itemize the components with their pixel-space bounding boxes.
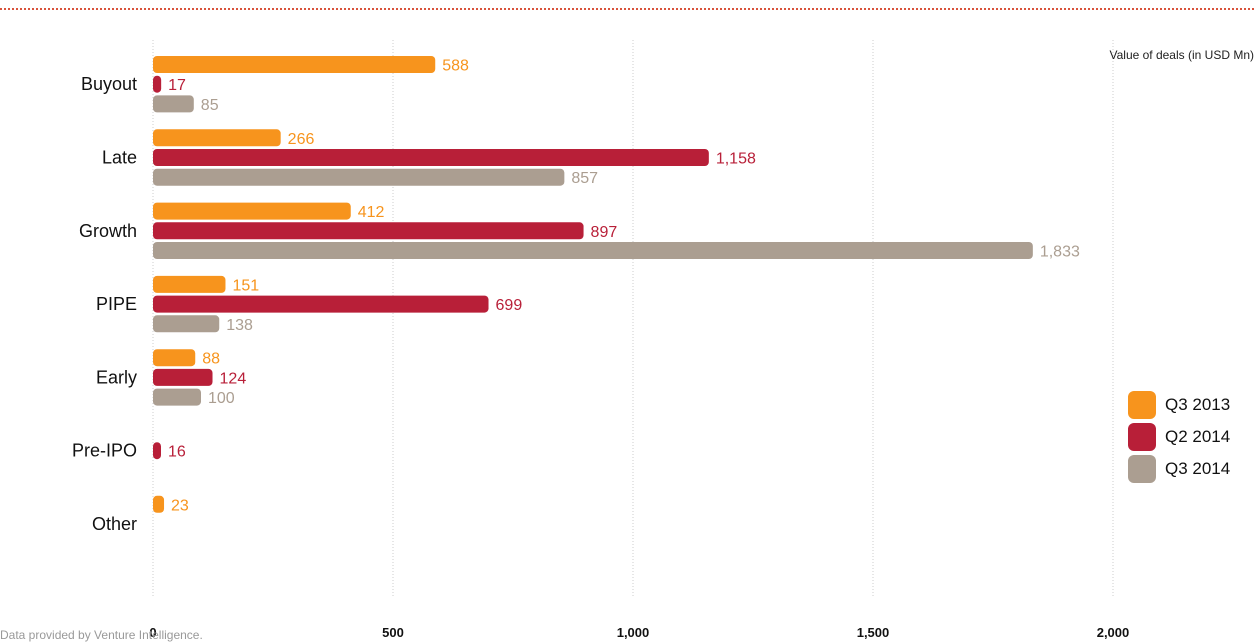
bar xyxy=(153,442,161,460)
bar xyxy=(153,275,226,293)
bar xyxy=(153,149,709,166)
axis-unit-label: Value of deals (in USD Mn) xyxy=(1109,48,1254,62)
category-label: Late xyxy=(102,148,137,168)
data-label: 1,158 xyxy=(716,151,756,168)
x-tick-label: 0 xyxy=(149,625,156,640)
data-label: 23 xyxy=(171,497,189,514)
bar xyxy=(153,315,220,333)
legend-item-q2-2014: Q2 2014 xyxy=(1128,423,1230,451)
category-label: Growth xyxy=(79,221,137,241)
data-label: 699 xyxy=(496,297,523,314)
bar xyxy=(153,75,162,93)
legend-label-q3-2013: Q3 2013 xyxy=(1165,395,1231,414)
bar xyxy=(153,349,196,367)
bar xyxy=(153,56,436,73)
category-label: Buyout xyxy=(81,74,137,94)
data-label: 151 xyxy=(232,277,259,294)
bar xyxy=(153,388,201,406)
legend-swatch-q3-2013 xyxy=(1128,391,1156,419)
data-label: 138 xyxy=(226,317,253,334)
bar xyxy=(153,95,194,113)
top-dotted-rule xyxy=(0,8,1254,10)
data-label: 897 xyxy=(591,224,618,241)
x-tick-label: 1,500 xyxy=(857,625,890,640)
bar xyxy=(153,495,165,513)
data-label: 124 xyxy=(220,370,247,387)
data-label: 17 xyxy=(168,77,186,94)
chart-legend: Q3 2013 Q2 2014 Q3 2014 xyxy=(1128,391,1230,487)
legend-label-q3-2014: Q3 2014 xyxy=(1165,459,1231,478)
legend-item-q3-2014: Q3 2014 xyxy=(1128,455,1230,483)
bar xyxy=(153,202,351,220)
category-label: Pre-IPO xyxy=(72,441,137,461)
bar xyxy=(153,222,584,240)
category-label: PIPE xyxy=(96,294,137,314)
x-tick-label: 2,000 xyxy=(1097,625,1130,640)
bar xyxy=(153,295,489,313)
data-label: 100 xyxy=(208,390,235,407)
x-tick-label: 500 xyxy=(382,625,404,640)
legend-swatch-q3-2014 xyxy=(1128,455,1156,483)
data-label: 1,833 xyxy=(1040,244,1080,261)
bar xyxy=(153,368,213,386)
data-label: 16 xyxy=(168,444,186,461)
bar xyxy=(153,242,1033,259)
bar xyxy=(153,129,281,147)
category-label: Other xyxy=(92,514,137,534)
x-tick-label: 1,000 xyxy=(617,625,650,640)
data-label: 266 xyxy=(288,131,315,148)
data-label: 588 xyxy=(442,58,469,75)
data-label: 412 xyxy=(358,204,385,221)
bar xyxy=(153,168,565,186)
data-label: 85 xyxy=(201,97,219,114)
data-label: 857 xyxy=(571,170,598,187)
source-note: Data provided by Venture Intelligence. xyxy=(0,628,203,642)
legend-label-q2-2014: Q2 2014 xyxy=(1165,427,1231,446)
category-label: Early xyxy=(96,367,137,387)
data-label: 88 xyxy=(202,351,220,368)
legend-item-q3-2013: Q3 2013 xyxy=(1128,391,1230,419)
legend-swatch-q2-2014 xyxy=(1128,423,1156,451)
